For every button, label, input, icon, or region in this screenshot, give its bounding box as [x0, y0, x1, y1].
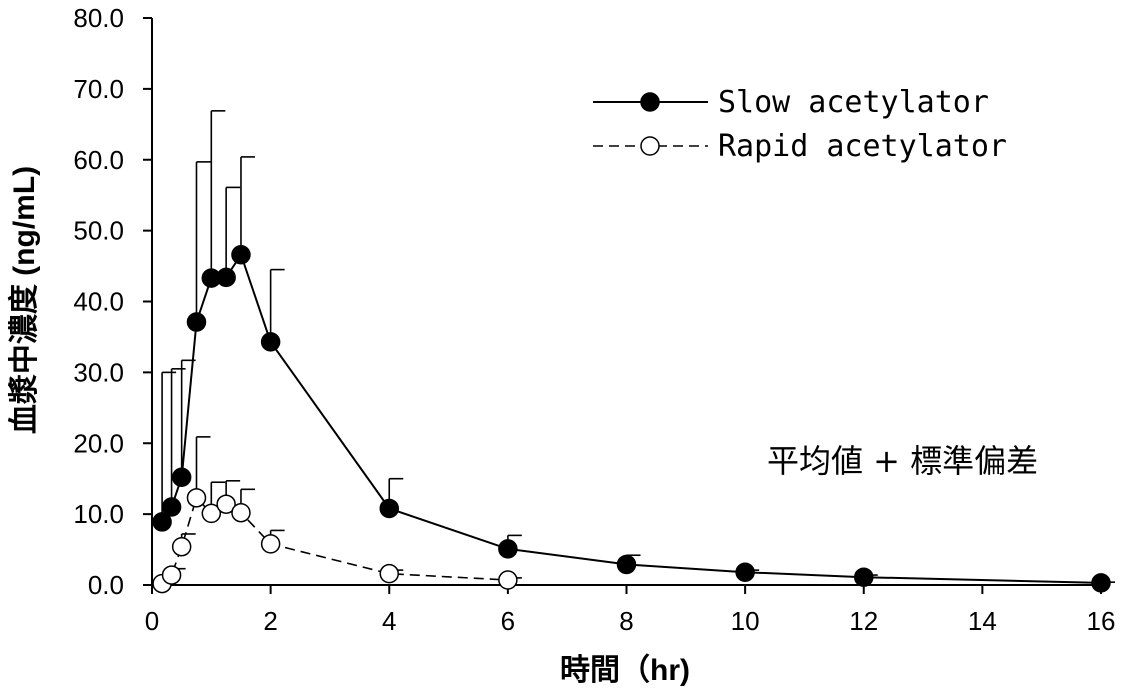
data-point-slow: [216, 267, 236, 288]
data-point-slow: [616, 554, 637, 575]
x-tick-label: 6: [501, 606, 515, 636]
x-tick-label: 10: [731, 606, 760, 636]
series-lines: [161, 252, 1102, 585]
data-point-rapid: [260, 534, 281, 554]
y-tick-label: 60.0: [73, 145, 124, 175]
y-tick-label: 20.0: [73, 428, 124, 458]
series-markers: [152, 244, 1111, 594]
x-tick-label: 2: [263, 606, 277, 636]
error-bars: [161, 110, 1115, 584]
x-tick-label: 16: [1087, 606, 1116, 636]
data-point-rapid: [161, 565, 182, 585]
data-point-slow: [1091, 573, 1111, 593]
x-tick-label: 14: [968, 606, 997, 636]
x-tick-label: 4: [382, 606, 396, 636]
annotation-mean-sd: 平均値 + 標準偏差: [767, 442, 1038, 480]
y-tick-label: 30.0: [73, 357, 124, 387]
data-point-slow: [186, 312, 207, 332]
data-point-rapid: [186, 488, 207, 508]
x-tick-label: 12: [849, 606, 878, 636]
y-tick-label: 40.0: [73, 287, 124, 317]
legend-marker-slow: [640, 92, 660, 112]
x-axis-title: 時間（hr): [560, 653, 690, 687]
x-tick-label: 0: [145, 606, 159, 636]
data-point-slow: [735, 562, 755, 582]
data-point-rapid: [498, 570, 518, 590]
data-point-slow: [161, 497, 182, 517]
y-tick-label: 0.0: [88, 570, 124, 600]
axes: 0.0 10.0 20.0 30.0 40.0 50.0 60.0 70.0 80.0 0 2 4 6 8…: [73, 3, 1115, 636]
data-point-slow: [379, 498, 399, 519]
data-point-slow: [231, 244, 251, 265]
series-line-slow: [161, 252, 1102, 584]
data-point-rapid: [201, 503, 222, 524]
data-point-rapid: [216, 494, 236, 514]
legend-label-slow: Slow acetylator: [718, 85, 989, 120]
data-point-slow: [171, 467, 192, 488]
y-tick-label: 70.0: [73, 74, 124, 104]
legend-marker-rapid: [640, 136, 660, 156]
y-tick-label: 80.0: [73, 3, 124, 33]
x-tick-label: 8: [619, 606, 633, 636]
data-point-rapid: [379, 563, 399, 584]
legend: Slow acetylator Rapid acetylator: [593, 85, 1007, 164]
legend-label-rapid: Rapid acetylator: [718, 129, 1007, 164]
data-point-rapid: [171, 536, 192, 557]
data-point-slow: [260, 332, 281, 352]
y-axis-title: 血漿中濃度 (ng/mL): [8, 166, 41, 434]
data-point-slow: [854, 567, 874, 587]
y-tick-label: 50.0: [73, 216, 124, 246]
data-point-slow: [498, 539, 518, 559]
data-point-slow: [152, 512, 172, 532]
data-point-rapid: [231, 502, 251, 523]
y-tick-label: 10.0: [73, 499, 124, 529]
